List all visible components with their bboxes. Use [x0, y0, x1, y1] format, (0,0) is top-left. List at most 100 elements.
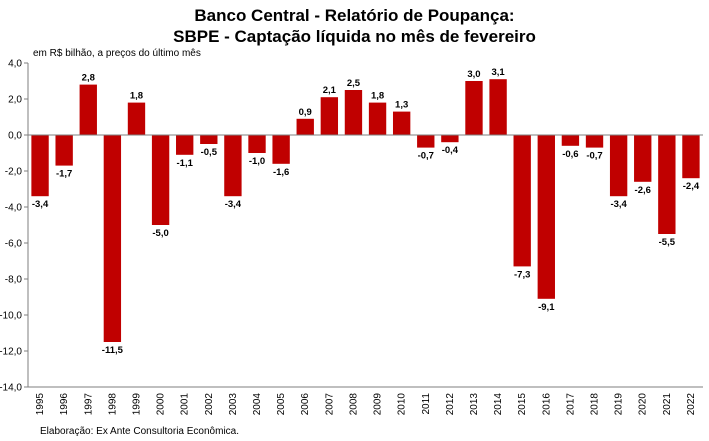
- bar-2018: [585, 135, 604, 148]
- data-label-1997: 2,8: [82, 73, 95, 84]
- x-tick-label: 2022: [686, 393, 697, 416]
- bar-2016: [537, 135, 555, 299]
- x-tick-label: 2006: [300, 393, 311, 416]
- x-tick-label: 2009: [373, 393, 384, 416]
- data-label-2000: -5,0: [152, 228, 168, 239]
- bar-2022: [682, 135, 700, 179]
- bar-2000: [151, 135, 170, 225]
- bar-2002: [200, 135, 218, 144]
- x-tick-label: 2019: [614, 393, 625, 416]
- x-tick-label: 2007: [324, 393, 335, 416]
- bar-2003: [224, 135, 242, 197]
- data-label-2014: 3,1: [491, 67, 505, 78]
- bar-1996: [55, 135, 73, 166]
- chart-title: Banco Central - Relatório de Poupança:: [194, 6, 515, 25]
- x-tick-label: 1995: [35, 393, 46, 416]
- y-tick-label: -12,0: [0, 347, 22, 358]
- data-label-2020: -2,6: [635, 185, 651, 196]
- data-label-2022: -2,4: [683, 181, 700, 192]
- data-label-1999: 1,8: [130, 91, 143, 102]
- bar-1999: [127, 102, 146, 135]
- x-tick-label: 2014: [493, 393, 504, 416]
- y-axis: 4,0 2,0 0,0 -2,0 -4,0 -6,0 -8,0 -10,0 -12,0 -14,0: [0, 59, 29, 394]
- bar-2007: [320, 97, 339, 135]
- x-tick-label: 1997: [83, 393, 94, 416]
- data-label-2006: 0,9: [299, 107, 312, 118]
- bar-2011: [417, 135, 435, 148]
- data-label-2015: -7,3: [514, 269, 530, 280]
- y-tick-label: -6,0: [5, 239, 23, 250]
- x-tick-label: 2020: [638, 393, 649, 416]
- x-tick-label: 1996: [59, 393, 70, 416]
- bar-2017: [561, 135, 580, 146]
- source-note: Elaboração: Ex Ante Consultoria Econômic…: [40, 426, 239, 437]
- bar-2006: [296, 118, 314, 135]
- bar-1997: [79, 84, 97, 135]
- data-label-1998: -11,5: [102, 345, 124, 356]
- x-tick-label: 2000: [156, 393, 167, 416]
- bar-2020: [634, 135, 652, 182]
- x-tick-label: 2001: [180, 393, 191, 416]
- y-axis-unit-label: em R$ bilhão, a preços do último mês: [33, 48, 201, 59]
- x-tick-label: 2016: [541, 393, 552, 416]
- data-label-2011: -0,7: [418, 151, 434, 162]
- data-labels: -3,4-1,72,8-11,51,8-5,0-1,1-0,5-3,4-1,0-…: [32, 67, 700, 356]
- data-label-2021: -5,5: [659, 237, 676, 248]
- data-label-2001: -1,1: [177, 158, 194, 169]
- bar-2021: [658, 135, 676, 234]
- bar-2005: [272, 135, 290, 164]
- data-label-2005: -1,6: [273, 167, 289, 178]
- x-tick-label: 2018: [590, 393, 601, 416]
- data-label-2017: -0,6: [562, 149, 578, 160]
- x-tick-label: 2003: [228, 393, 239, 416]
- data-label-2009: 1,8: [371, 91, 384, 102]
- y-tick-label: 2,0: [8, 95, 22, 106]
- bar-2004: [248, 135, 266, 153]
- x-axis: 1995 1996 1997 1998 1999 2000 2001 2002 2003 2004…: [28, 134, 703, 416]
- y-tick-label: 4,0: [8, 59, 22, 70]
- y-tick-label: -14,0: [0, 383, 22, 394]
- bar-2010: [392, 111, 411, 135]
- bar-2009: [368, 102, 387, 135]
- data-label-2003: -3,4: [225, 199, 242, 210]
- data-label-2013: 3,0: [467, 69, 480, 80]
- x-tick-label: 1998: [107, 393, 118, 416]
- x-tick-label: 2008: [348, 393, 359, 416]
- x-tick-label: 2010: [397, 393, 408, 416]
- x-tick-label: 2021: [662, 393, 673, 416]
- bar-1995: [31, 135, 49, 197]
- x-tick-label: 2017: [565, 393, 576, 416]
- x-tick-label: 2012: [445, 393, 456, 416]
- y-tick-label: -10,0: [0, 311, 22, 322]
- y-tick-label: 0,0: [8, 131, 22, 142]
- bar-2015: [513, 135, 531, 267]
- data-label-2002: -0,5: [201, 147, 218, 158]
- x-tick-label: 2005: [276, 393, 287, 416]
- data-label-2004: -1,0: [249, 156, 265, 167]
- y-tick-label: -8,0: [5, 275, 23, 286]
- bar-2019: [609, 135, 628, 197]
- x-tick-label: 2004: [252, 393, 263, 416]
- bar-2013: [465, 81, 483, 135]
- bar-2008: [344, 90, 363, 135]
- data-label-2019: -3,4: [610, 199, 627, 210]
- bar-2001: [176, 135, 194, 155]
- x-tick-label: 2011: [421, 393, 432, 415]
- bar-2014: [489, 79, 507, 135]
- data-label-2018: -0,7: [586, 151, 602, 162]
- chart-subtitle: SBPE - Captação líquida no mês de fevere…: [173, 27, 536, 46]
- bar-1998: [103, 135, 122, 342]
- data-label-2012: -0,4: [442, 145, 459, 156]
- data-label-1996: -1,7: [56, 169, 72, 180]
- y-tick-label: -2,0: [5, 167, 23, 178]
- data-label-2008: 2,5: [347, 78, 361, 89]
- data-label-1995: -3,4: [32, 199, 49, 210]
- bar-2012: [441, 135, 459, 143]
- bars: [31, 79, 700, 342]
- data-label-2010: 1,3: [395, 100, 408, 111]
- x-tick-label: 1999: [131, 393, 142, 416]
- x-tick-label: 2015: [517, 393, 528, 416]
- data-label-2007: 2,1: [323, 85, 337, 96]
- x-tick-label: 2013: [469, 393, 480, 416]
